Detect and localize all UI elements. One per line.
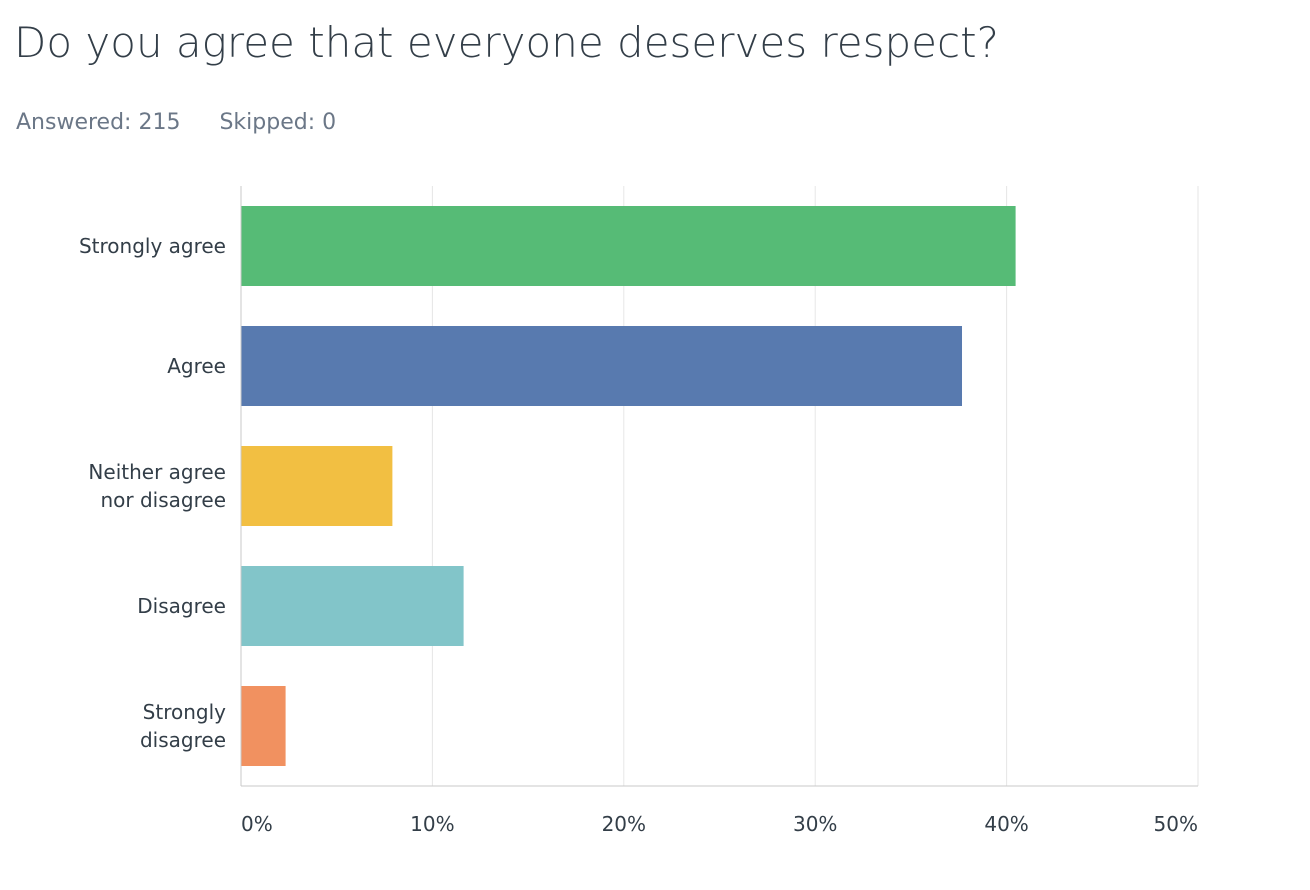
- bar[interactable]: [241, 326, 963, 406]
- category-label: Strongly: [143, 700, 226, 724]
- response-stats: Answered: 215 Skipped: 0: [16, 110, 336, 135]
- tick-labels: 0% 10% 20% 30% 40% 50%: [241, 812, 1198, 836]
- x-tick-label: 30%: [793, 812, 837, 836]
- x-tick-label: 20%: [602, 812, 646, 836]
- bar[interactable]: [241, 566, 464, 646]
- answered-count: Answered: 215: [16, 110, 181, 135]
- chart-axes: [240, 186, 1198, 787]
- x-tick-label: 50%: [1154, 812, 1198, 836]
- category-label: Neither agree: [88, 460, 226, 484]
- bar[interactable]: [241, 686, 286, 766]
- category-label: nor disagree: [100, 488, 226, 512]
- category-label: Strongly agree: [79, 234, 226, 258]
- category-label: disagree: [140, 728, 226, 752]
- x-tick-label: 40%: [984, 812, 1028, 836]
- category-labels: Strongly agree Agree Neither agree nor disa…: [79, 234, 226, 752]
- category-label: Agree: [167, 354, 226, 378]
- x-tick-label: 10%: [410, 812, 454, 836]
- category-label: Disagree: [137, 594, 226, 618]
- bar[interactable]: [241, 446, 393, 526]
- page-title: Do you agree that everyone deserves resp…: [14, 18, 999, 67]
- skipped-count: Skipped: 0: [219, 110, 337, 135]
- x-tick-label: 0%: [241, 812, 273, 836]
- bar[interactable]: [241, 206, 1016, 286]
- chart-bars: [241, 206, 1016, 766]
